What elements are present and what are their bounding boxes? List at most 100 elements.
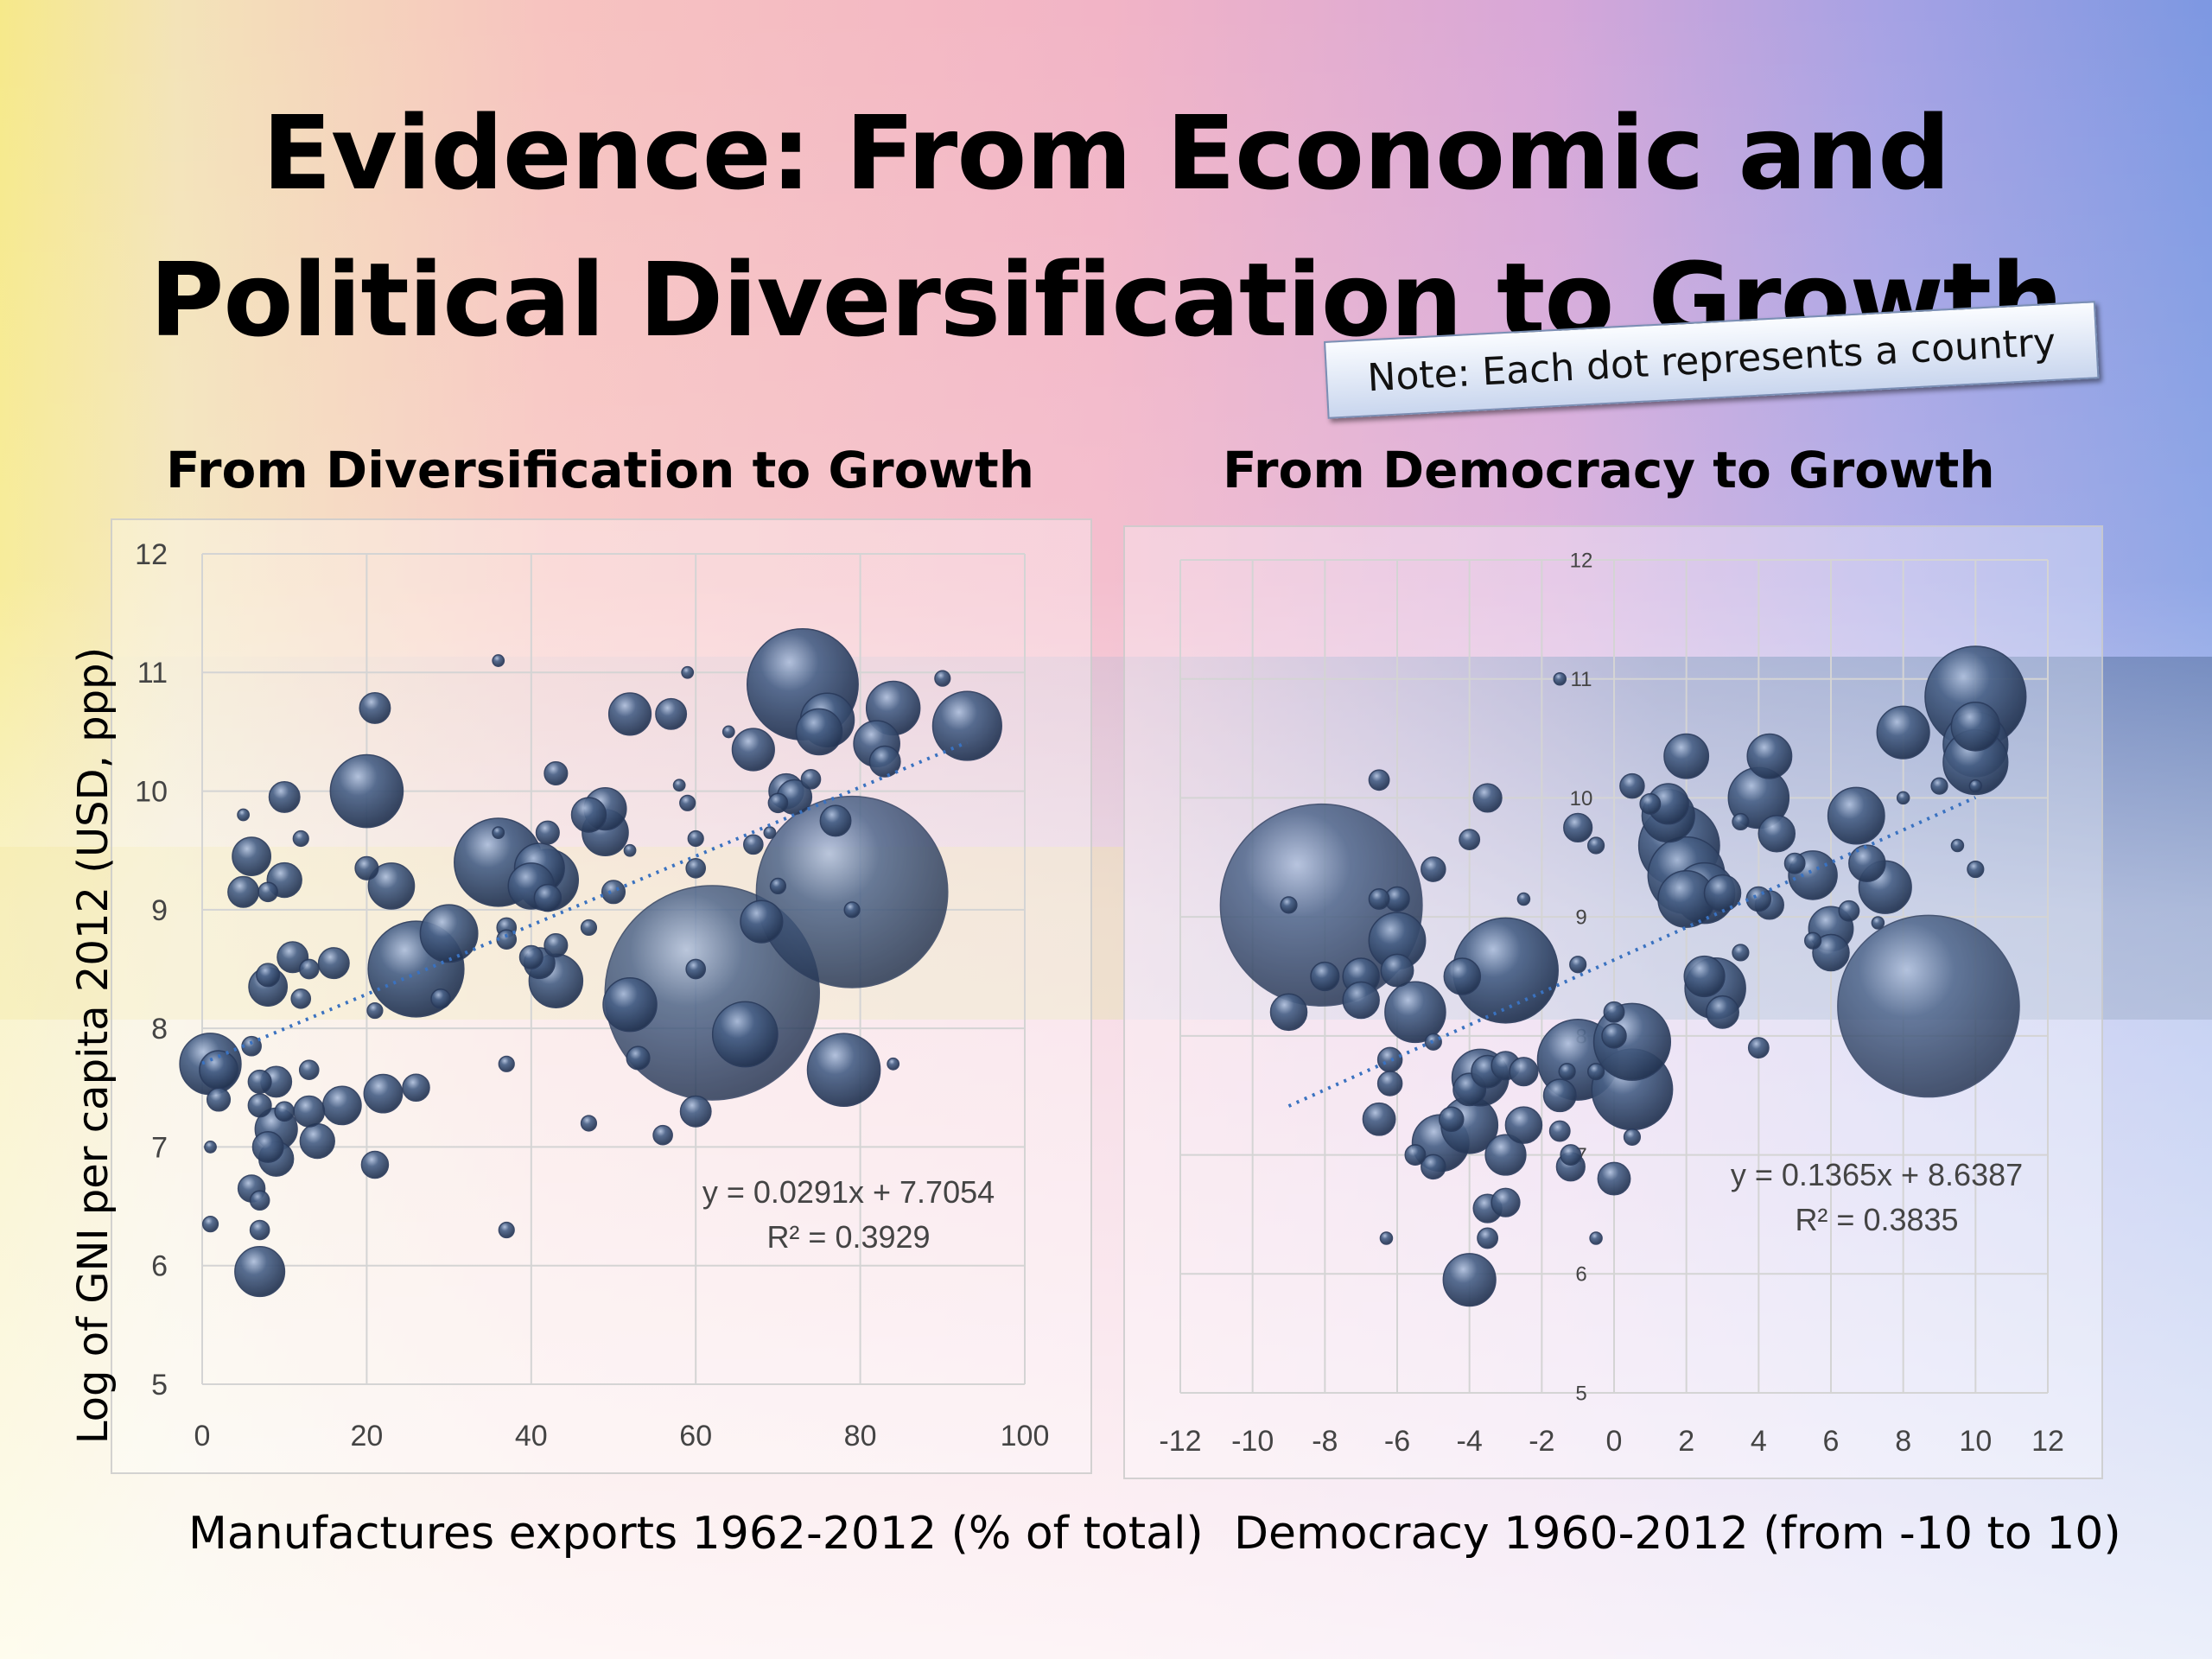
country-bubble <box>687 830 704 848</box>
country-bubble <box>1968 779 1983 793</box>
country-bubble <box>1732 944 1750 962</box>
country-bubble <box>1589 1231 1603 1245</box>
country-bubble <box>655 697 688 730</box>
country-bubble <box>1732 812 1750 831</box>
country-bubble <box>819 804 852 837</box>
country-bubble <box>256 963 281 988</box>
x-tick-label: 10 <box>1959 1425 1992 1458</box>
country-bubble <box>1472 783 1503 813</box>
y-tick-label: 11 <box>137 657 168 690</box>
country-bubble <box>1746 733 1793 779</box>
country-bubble <box>602 976 658 1033</box>
country-bubble <box>419 904 479 963</box>
y-tick-label: 5 <box>151 1369 168 1402</box>
y-tick-label: 11 <box>1571 668 1592 691</box>
r-squared-label: R² = 0.3835 <box>1795 1202 1958 1237</box>
country-bubble <box>543 760 569 786</box>
country-bubble <box>1569 956 1587 974</box>
country-bubble <box>623 843 637 857</box>
country-bubble <box>1504 1106 1543 1144</box>
country-bubble <box>806 1033 881 1108</box>
country-bubble <box>1758 814 1796 853</box>
y-tick-label: 6 <box>151 1250 168 1283</box>
country-bubble <box>1663 733 1710 779</box>
country-bubble <box>1896 791 1910 805</box>
x-tick-label: 4 <box>1751 1425 1767 1458</box>
country-bubble <box>268 780 301 813</box>
x-tick-label: 12 <box>2031 1425 2064 1458</box>
country-bubble <box>1950 838 1965 853</box>
x-tick-label: -6 <box>1384 1425 1410 1458</box>
country-bubble <box>298 1059 320 1081</box>
country-bubble <box>251 1130 284 1163</box>
country-bubble <box>1342 981 1380 1020</box>
x-tick-label: -12 <box>1159 1425 1201 1458</box>
country-bubble <box>360 1150 390 1179</box>
country-bubble <box>518 944 543 969</box>
country-bubble <box>1745 886 1772 912</box>
country-bubble <box>679 794 696 811</box>
country-bubble <box>1421 1154 1446 1180</box>
country-bubble <box>740 899 784 944</box>
country-bubble <box>767 792 789 814</box>
country-bubble <box>1586 836 1605 855</box>
country-bubble <box>1421 856 1446 882</box>
country-bubble <box>1548 1120 1571 1142</box>
country-bubble <box>755 795 949 988</box>
right-x-axis-label: Democracy 1960-2012 (from -10 to 10) <box>1234 1508 2121 1560</box>
country-bubble <box>363 1073 404 1114</box>
country-bubble <box>607 692 652 736</box>
country-bubble <box>1438 1106 1465 1133</box>
country-bubble <box>249 1219 270 1241</box>
country-bubble <box>1424 1033 1442 1051</box>
country-bubble <box>492 826 505 840</box>
country-bubble <box>1404 1144 1427 1166</box>
country-bubble <box>679 1095 712 1128</box>
country-bubble <box>1269 993 1308 1032</box>
country-bubble <box>1871 916 1885 930</box>
country-bubble <box>800 769 822 790</box>
slide-title-line-1: Evidence: From Economic and <box>262 93 1950 213</box>
country-bubble <box>1930 777 1948 795</box>
country-bubble <box>934 670 951 687</box>
country-bubble <box>580 918 598 937</box>
country-bubble <box>1837 914 2020 1098</box>
country-bubble <box>367 862 416 910</box>
country-bubble <box>1362 1102 1396 1136</box>
country-bubble <box>1639 792 1662 815</box>
country-bubble <box>1783 852 1806 874</box>
x-tick-label: -8 <box>1312 1425 1338 1458</box>
country-bubble <box>1516 892 1531 906</box>
country-bubble <box>1950 702 2001 752</box>
country-bubble <box>1563 812 1593 842</box>
country-bubble <box>711 1001 779 1068</box>
country-bubble <box>1597 1161 1631 1196</box>
country-bubble <box>329 753 404 829</box>
country-bubble <box>1459 829 1481 851</box>
country-bubble <box>498 1055 515 1072</box>
country-bubble <box>1219 803 1423 1007</box>
y-tick-label: 5 <box>1575 1382 1586 1405</box>
country-bubble <box>207 1087 232 1112</box>
country-bubble <box>1491 1187 1521 1217</box>
country-bubble <box>1310 961 1340 992</box>
country-bubble <box>580 1115 598 1132</box>
country-bubble <box>1706 995 1739 1029</box>
country-bubble <box>247 1093 272 1118</box>
country-bubble <box>685 857 707 879</box>
country-bubble <box>430 988 451 1009</box>
r-squared-label: R² = 0.3929 <box>766 1219 930 1255</box>
country-bubble <box>672 779 686 792</box>
y-axis-label: Log of GNI per capita 2012 (USD, ppp) <box>69 646 118 1445</box>
x-tick-label: 6 <box>1823 1425 1840 1458</box>
country-bubble <box>1484 1134 1527 1176</box>
country-bubble <box>570 797 607 833</box>
trendline-equation: y = 0.1365x + 8.6387 <box>1731 1157 2023 1192</box>
x-tick-label: -10 <box>1231 1425 1274 1458</box>
y-tick-label: 8 <box>151 1013 168 1046</box>
country-bubble <box>601 880 626 905</box>
country-bubble <box>366 1001 384 1020</box>
country-bubble <box>533 883 563 912</box>
country-bubble <box>1558 1063 1576 1081</box>
